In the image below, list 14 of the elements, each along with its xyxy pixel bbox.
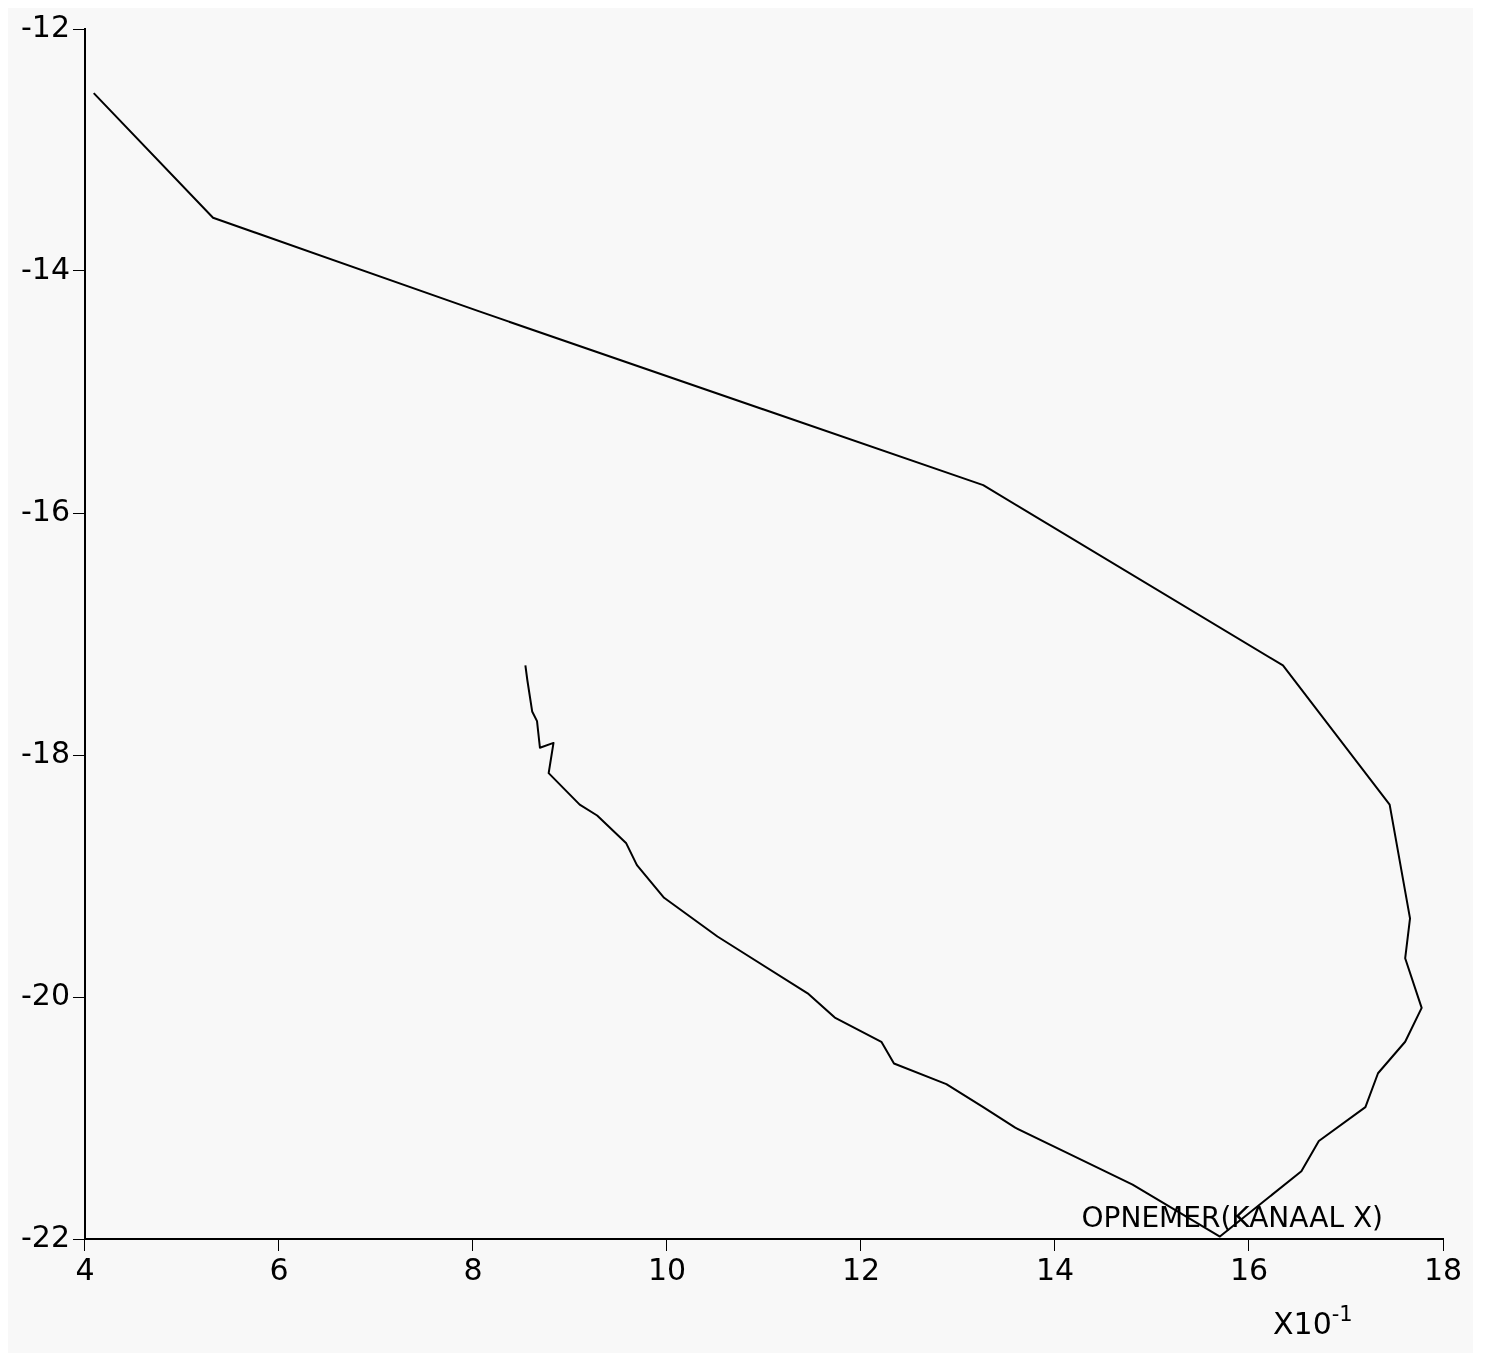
y-tick-label: -18: [21, 734, 70, 770]
y-tick-label: -20: [21, 976, 70, 1012]
y-tick-label: -12: [21, 8, 70, 44]
y-tick-label: -22: [21, 1218, 70, 1254]
y-tick-label: -16: [21, 492, 70, 528]
x-tick-label: 18: [1423, 1251, 1463, 1287]
y-tick-label: -14: [21, 250, 70, 286]
x-tick-label: 10: [647, 1251, 687, 1287]
x-tick-label: 16: [1229, 1251, 1269, 1287]
x-tick-label: 4: [75, 1251, 95, 1287]
x-tick-label: 6: [269, 1251, 289, 1287]
x-tick-label: 8: [463, 1251, 483, 1287]
x-tick-label: 12: [841, 1251, 881, 1287]
x-tick-label: 14: [1035, 1251, 1075, 1287]
